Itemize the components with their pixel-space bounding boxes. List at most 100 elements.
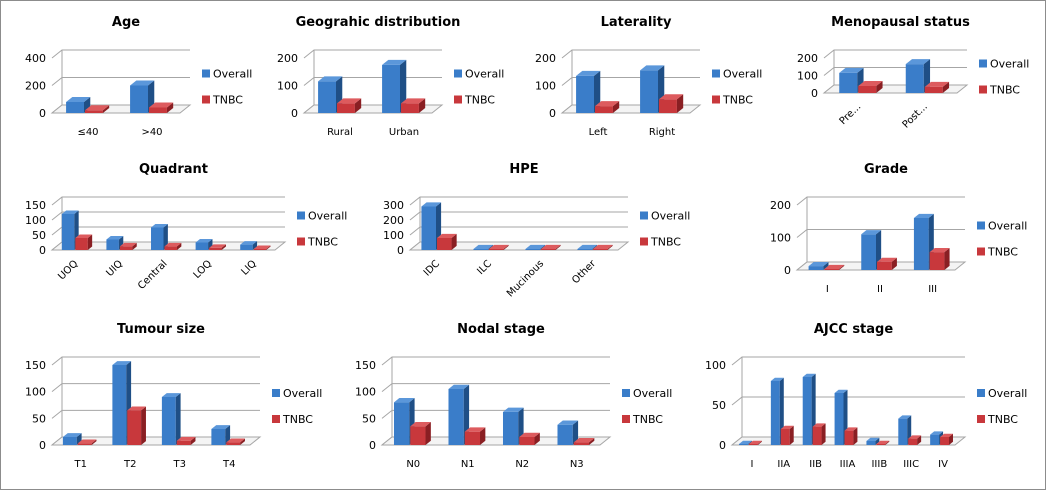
bar-top: [382, 59, 407, 65]
bar-top: [473, 244, 494, 249]
x-tick-label: N3: [570, 459, 584, 470]
chart-laterality: Laterality 0 100 200 Left Right Overall TNBC: [520, 8, 770, 148]
bar-top: [176, 436, 196, 441]
bar-front: [393, 402, 410, 445]
bar-side: [589, 438, 595, 445]
bar-top: [839, 67, 864, 73]
y-tick-label: 100: [277, 80, 298, 93]
x-tick-label: ILC: [475, 258, 494, 277]
bar-side: [451, 233, 457, 250]
bar-front: [802, 377, 812, 445]
bar-front: [905, 64, 924, 93]
bar-front: [844, 430, 854, 445]
bar-tnbc-ajcc-5: [908, 435, 922, 445]
x-tick-label: IIIB: [871, 459, 887, 470]
y-tick-label: 50: [32, 229, 46, 242]
bar-side: [823, 261, 829, 270]
chart-title: Grade: [864, 162, 908, 177]
bar-front: [812, 426, 822, 445]
bar-top: [149, 102, 174, 108]
bar-front: [195, 242, 209, 250]
chart-svg: Menopausal status 0 100 200 Pre... Post... Ove…: [797, 15, 1029, 131]
chart-title: Quadrant: [139, 162, 208, 177]
bar-front: [876, 444, 886, 445]
x-tick-label: N0: [406, 459, 420, 470]
bar-side: [190, 436, 196, 445]
gridline: [796, 196, 965, 206]
bar-side: [853, 427, 858, 445]
bar-top: [812, 423, 826, 427]
bar-overall-tumour-2: [161, 393, 181, 445]
bar-tnbc-geographic-1: [401, 98, 426, 113]
bar-front: [489, 249, 504, 250]
bar-top: [573, 438, 595, 443]
chart-title: Nodal stage: [457, 322, 545, 337]
bar-overall-quadrant-1: [106, 236, 124, 250]
y-tick-label: 150: [25, 359, 46, 372]
y-tick-label: 100: [770, 232, 791, 245]
legend-swatch-overall: [977, 221, 985, 230]
x-tick-label: IIIC: [903, 459, 919, 470]
bar-top: [593, 244, 613, 249]
gridline: [823, 49, 967, 59]
x-tick-label: N1: [461, 459, 475, 470]
chart-ajcc: AJCC stage 0 50 100 I IIA IIB IIIA IIIB IIIC IV Ove…: [690, 315, 1035, 480]
bar-top: [151, 224, 168, 228]
bar-front: [834, 393, 844, 445]
y-tick-label: 150: [25, 199, 46, 212]
bar-front: [240, 244, 253, 250]
bar-tnbc-tumour-0: [77, 439, 97, 445]
y-tick-label: 0: [39, 107, 46, 120]
bar-front: [577, 249, 592, 250]
y-tick-label: 0: [369, 439, 376, 452]
legend-label-overall: Overall: [723, 68, 762, 81]
gridline: [409, 196, 628, 206]
bar-tnbc-quadrant-0: [75, 234, 93, 250]
legend-swatch-overall: [622, 389, 630, 397]
legend-label-tnbc: TNBC: [722, 94, 753, 107]
bar-side: [839, 264, 845, 270]
bar-top: [130, 80, 155, 86]
y-tick-label: 400: [25, 52, 46, 65]
bar-overall-ajcc-0: [739, 440, 752, 445]
bar-top: [421, 202, 442, 207]
bar-front: [130, 85, 148, 113]
bar-tnbc-nodal-0: [410, 422, 431, 445]
bar-front: [808, 266, 824, 270]
bar-tnbc-tumour-1: [127, 406, 146, 445]
bar-front: [62, 437, 77, 445]
x-tick-label: UIQ: [104, 258, 125, 279]
chart-quadrant: Quadrant 0 50 100 150 UOQ UIQ Central LOQ LIQ Over…: [10, 155, 355, 305]
bar-front: [877, 261, 892, 270]
bar-top: [410, 422, 431, 427]
bar-front: [908, 438, 918, 445]
y-tick-label: 0: [719, 439, 726, 452]
bar-top: [876, 440, 890, 444]
x-tick-label: I: [750, 459, 753, 470]
gridline: [381, 356, 610, 366]
legend-label-overall: Overall: [988, 387, 1027, 400]
bar-side: [163, 224, 168, 250]
side-wall: [51, 197, 63, 251]
bar-front: [770, 381, 780, 445]
bar-top: [85, 105, 110, 111]
bar-tnbc-quadrant-4: [253, 245, 271, 250]
chart-title: Menopausal status: [831, 15, 970, 30]
bar-overall-grade-0: [808, 261, 829, 270]
bar-top: [940, 433, 953, 437]
bar-top: [226, 438, 245, 443]
bar-side: [488, 244, 494, 250]
bar-top: [595, 101, 620, 107]
bar-overall-ajcc-4: [866, 437, 880, 445]
y-tick-label: 100: [797, 70, 818, 83]
y-tick-label: 100: [355, 386, 376, 399]
bar-side: [503, 244, 509, 250]
bar-front: [930, 434, 940, 445]
bar-side: [757, 440, 762, 445]
legend-label-tnbc: TNBC: [464, 94, 495, 107]
bar-front: [780, 429, 790, 445]
bar-front: [839, 72, 858, 93]
bar-top: [576, 70, 601, 76]
bar-top: [930, 431, 944, 435]
bar-front: [226, 442, 241, 445]
